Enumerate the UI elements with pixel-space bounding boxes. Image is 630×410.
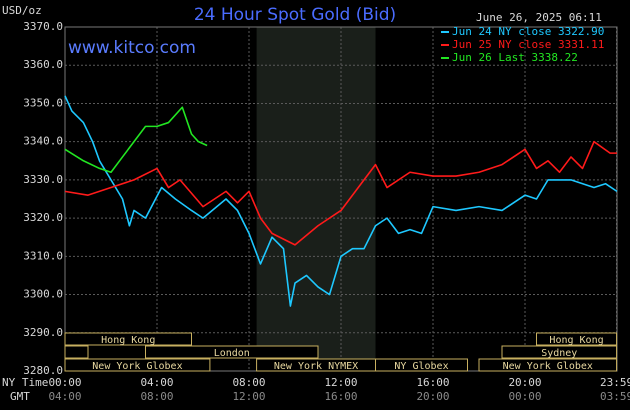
x2-tick-label: 16:00 <box>324 390 357 403</box>
session-label: Hong Kong <box>101 335 155 346</box>
y-tick-label: 3370.0 <box>23 20 63 33</box>
watermark: www.kitco.com <box>68 38 196 58</box>
y-tick-label: 3310.0 <box>23 249 63 262</box>
y-tick-label: 3330.0 <box>23 173 63 186</box>
session-box <box>64 358 211 372</box>
x-axis-label: NY Time <box>2 376 48 389</box>
x2-axis-label: GMT <box>10 390 30 403</box>
y-tick-label: 3350.0 <box>23 96 63 109</box>
session-label: New York Globex <box>503 361 593 372</box>
timestamp: June 26, 2025 06:11 <box>476 11 602 24</box>
y-tick-label: 3280.0 <box>23 364 63 377</box>
legend-label: Jun 25 NY close 3331.11 <box>452 38 604 51</box>
session-box <box>536 332 618 346</box>
x2-tick-label: 20:00 <box>416 390 449 403</box>
series-line <box>64 95 618 307</box>
x2-tick-label: 04:00 <box>48 390 81 403</box>
session-box <box>375 358 468 372</box>
session-box <box>64 332 192 346</box>
y-tick-label: 3290.0 <box>23 326 63 339</box>
session-box <box>501 345 618 359</box>
x-tick-label: 08:00 <box>232 376 265 389</box>
y-tick-label: 3340.0 <box>23 135 63 148</box>
session-label: Sydney <box>541 348 577 359</box>
chart-title: 24 Hour Spot Gold (Bid) <box>194 5 396 25</box>
x2-tick-label: 08:00 <box>140 390 173 403</box>
x-tick-label: 23:59 <box>600 376 630 389</box>
x2-tick-label: 12:00 <box>232 390 265 403</box>
session-label: NY Globex <box>394 361 448 372</box>
x-tick-label: 04:00 <box>140 376 173 389</box>
x2-tick-label: 03:59 <box>600 390 630 403</box>
shaded-region <box>256 27 376 371</box>
legend-label: Jun 26 Last 3338.22 <box>452 51 578 64</box>
x-tick-label: 00:00 <box>48 376 81 389</box>
x-tick-label: 16:00 <box>416 376 449 389</box>
session-label: London <box>214 348 250 359</box>
session-label: New York NYMEX <box>274 361 358 372</box>
y-tick-label: 3300.0 <box>23 288 63 301</box>
session-label: New York Globex <box>92 361 182 372</box>
x2-tick-label: 00:00 <box>508 390 541 403</box>
x-tick-label: 12:00 <box>324 376 357 389</box>
x-tick-label: 20:00 <box>508 376 541 389</box>
y-axis-label: USD/oz <box>2 4 42 17</box>
session-box <box>64 345 89 359</box>
y-tick-label: 3360.0 <box>23 58 63 71</box>
session-box <box>478 358 618 372</box>
series-line <box>64 106 208 174</box>
series-line <box>64 140 617 246</box>
legend-label: Jun 24 NY close 3322.90 <box>452 25 604 38</box>
session-box <box>145 345 319 359</box>
session-label: Hong Kong <box>549 335 603 346</box>
y-tick-label: 3320.0 <box>23 211 63 224</box>
